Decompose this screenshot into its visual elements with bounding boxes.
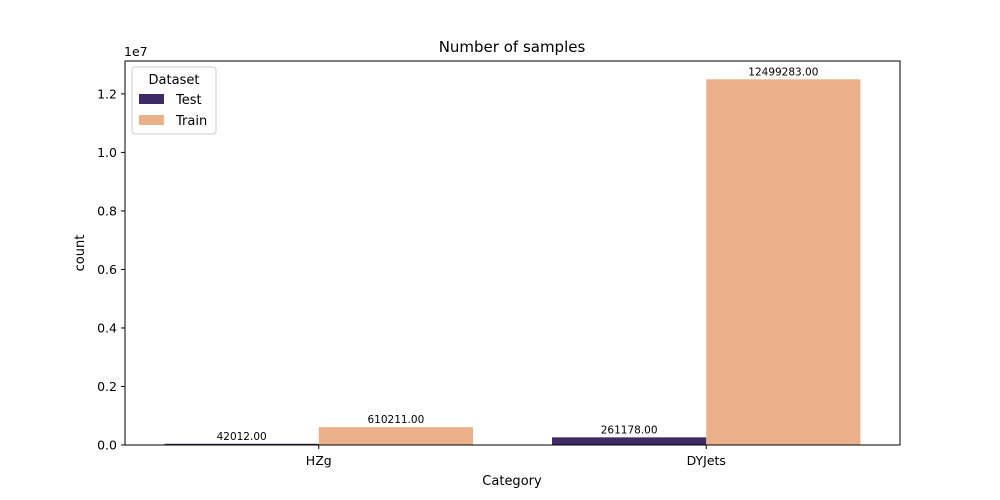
x-tick-label: DYJets xyxy=(687,453,726,468)
y-tick-label: 1.2 xyxy=(97,86,117,101)
y-tick-label: 0.4 xyxy=(97,320,117,335)
y-tick-label: 0.0 xyxy=(97,438,117,453)
legend-label-train: Train xyxy=(175,114,207,129)
bars-group xyxy=(164,79,861,446)
y-tick-label: 1.0 xyxy=(97,145,117,160)
bar-train-hzg xyxy=(318,427,473,445)
legend-swatch-train xyxy=(139,115,164,125)
bar-test-dyjets xyxy=(552,437,707,445)
legend-swatch-test xyxy=(139,94,164,104)
y-axis-label: count xyxy=(73,235,88,272)
y-tick-label: 0.2 xyxy=(97,379,117,394)
chart-title: Number of samples xyxy=(439,38,586,56)
x-axis-ticks: HZg DYJets xyxy=(306,445,726,468)
data-label-train-hzg: 610211.00 xyxy=(367,414,424,426)
data-label-test-hzg: 42012.00 xyxy=(217,431,267,443)
y-tick-label: 0.8 xyxy=(97,203,117,218)
bar-test-hzg xyxy=(164,443,319,445)
plot-frame xyxy=(124,60,901,446)
x-axis-label: Category xyxy=(482,474,542,489)
legend-title: Dataset xyxy=(149,73,200,88)
bar-labels-group: 42012.00 610211.00 261178.00 12499283.00 xyxy=(217,66,819,442)
data-label-train-dyjets: 12499283.00 xyxy=(748,66,818,78)
y-axis-offset-label: 1e7 xyxy=(124,44,148,59)
legend-label-test: Test xyxy=(175,93,202,108)
bar-train-dyjets xyxy=(706,79,861,446)
y-tick-label: 0.6 xyxy=(97,262,117,277)
y-axis-ticks: 0.0 0.2 0.4 0.6 0.8 1.0 1.2 xyxy=(97,86,125,453)
x-tick-label: HZg xyxy=(306,453,332,468)
data-label-test-dyjets: 261178.00 xyxy=(601,424,658,436)
legend: Dataset Test Train xyxy=(131,66,217,135)
